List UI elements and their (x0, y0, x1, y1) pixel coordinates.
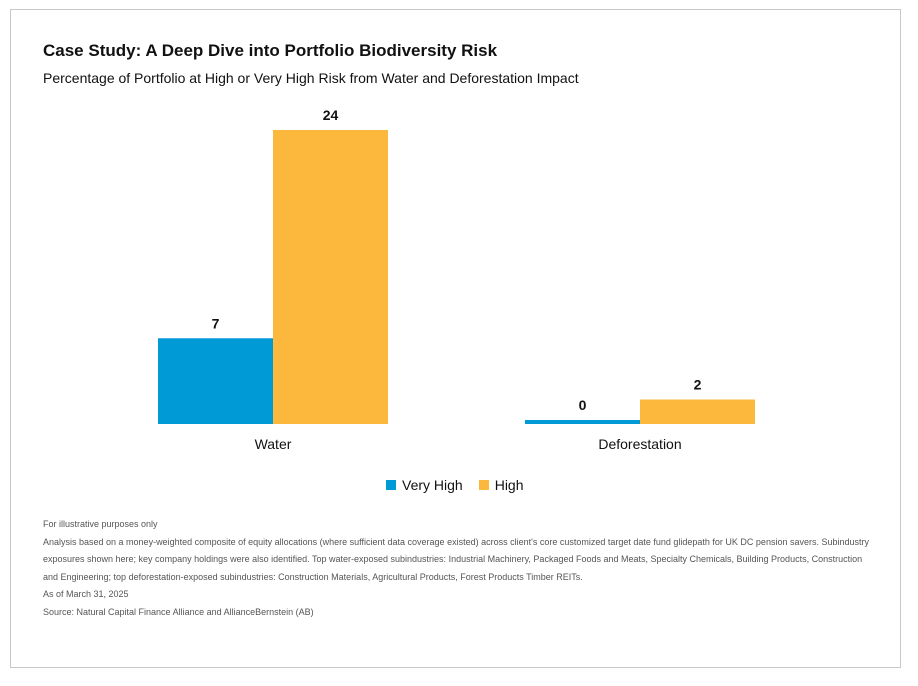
note-analysis: Analysis based on a money-weighted compo… (43, 536, 869, 582)
legend-label-high: High (494, 477, 524, 493)
legend-swatch-high (478, 480, 489, 490)
category-label-deforestation: Deforestation (598, 436, 681, 452)
bar-deforestation-very-high (525, 420, 640, 424)
note-as-of: As of March 31, 2025 (43, 589, 129, 599)
data-label-deforestation-very-high: 0 (579, 397, 587, 413)
chart-title: Case Study: A Deep Dive into Portfolio B… (43, 41, 498, 60)
legend-item-very-high: Very High (386, 477, 463, 493)
legend-item-high: High (478, 477, 524, 493)
bar-water-very-high (158, 338, 273, 424)
legend-label-very-high: Very High (402, 477, 463, 493)
note-illustrative: For illustrative purposes only (43, 519, 158, 529)
note-source: Source: Natural Capital Finance Alliance… (43, 606, 314, 617)
legend-swatch-very-high (386, 480, 396, 490)
chart-subtitle: Percentage of Portfolio at High or Very … (43, 70, 579, 86)
bar-water-high (273, 130, 388, 424)
legend: Very High High (386, 477, 524, 493)
bar-deforestation-high (640, 399, 755, 424)
chart-frame (10, 9, 901, 668)
data-label-deforestation-high: 2 (694, 377, 702, 393)
data-label-water-high: 24 (323, 107, 339, 123)
data-label-water-very-high: 7 (212, 315, 220, 331)
footnotes: For illustrative purposes only Analysis … (43, 516, 873, 621)
category-label-water: Water (255, 436, 292, 452)
